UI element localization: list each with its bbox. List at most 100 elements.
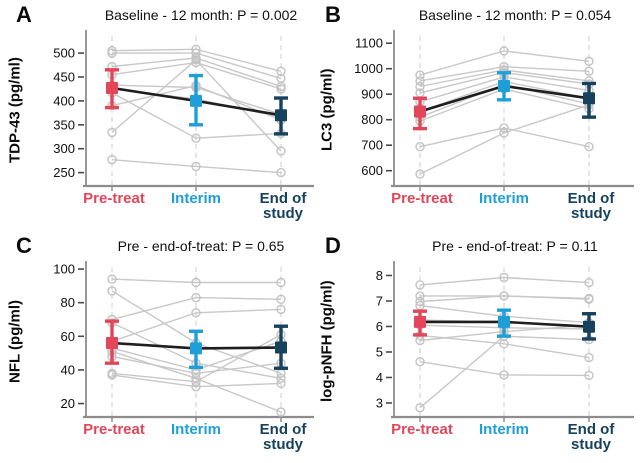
subject-line	[111, 159, 282, 174]
subject-point	[499, 123, 509, 133]
subject-point	[499, 272, 509, 283]
panel-b-letter: B	[325, 2, 341, 27]
subject-point	[276, 167, 286, 178]
mean-square	[414, 105, 426, 118]
subject-point	[276, 373, 286, 384]
y-tick-label: 900	[361, 87, 383, 102]
y-tick-label: 60	[61, 329, 75, 344]
panel-b: B Baseline - 12 month: P = 0.054 LC3 (pg…	[319, 0, 640, 231]
subject-point	[107, 274, 117, 284]
subject-point	[415, 291, 425, 301]
subject-point	[499, 61, 509, 72]
subject-line	[111, 58, 282, 152]
subject-point	[107, 154, 117, 165]
y-tick-label: 8	[376, 268, 383, 283]
subject-line	[111, 374, 282, 388]
panel-d-x-label-end-of-study: End of study	[567, 421, 615, 454]
panel-a: A Baseline - 12 month: P = 0.002 TDP-43 …	[0, 0, 320, 231]
y-tick-label: 1100	[355, 36, 383, 51]
mean-markers	[105, 319, 288, 370]
subject-point	[584, 370, 594, 381]
subject-point	[191, 57, 201, 68]
panel-a-x-label-pre-treat: Pre-treat	[83, 190, 145, 207]
panel-a-x-label-interim: Interim	[170, 190, 222, 207]
subject-point	[276, 407, 286, 417]
y-tick-label: 350	[53, 117, 75, 132]
panel-d-title: Pre - end-of-treat: P = 0.11	[432, 238, 598, 254]
panel-b-title: Baseline - 12 month: P = 0.054	[418, 7, 612, 23]
y-tick-label: 5	[376, 344, 383, 359]
subject-point	[191, 292, 201, 303]
subject-line	[419, 361, 590, 377]
subject-point	[107, 370, 117, 380]
subject-point	[415, 280, 425, 290]
y-tick-label: 4	[376, 370, 383, 385]
y-tick-label: 700	[361, 138, 383, 153]
subject-point	[107, 48, 117, 58]
subject-point	[191, 161, 201, 172]
y-ticks: 250 300 350 400 450 500	[53, 46, 84, 180]
subject-line	[111, 278, 281, 284]
subject-point	[499, 370, 509, 380]
subject-point	[191, 55, 201, 65]
mean-square	[190, 342, 202, 355]
subject-point	[107, 286, 117, 296]
panel-d-plot: 3 4 5 6 7 8	[376, 261, 634, 422]
subject-point	[107, 127, 117, 138]
y-tick-label: 800	[361, 112, 383, 127]
subject-point	[276, 277, 286, 288]
subject-point	[499, 128, 509, 138]
subject-point	[415, 70, 425, 80]
y-tick-label: 20	[61, 396, 75, 411]
panel-c-title: Pre - end-of-treat: P = 0.65	[117, 238, 285, 254]
subject-point	[276, 304, 286, 315]
subject-point	[584, 141, 594, 152]
panel-c-x-label-end-of-study: End of study	[259, 421, 307, 454]
panel-b-x-label-interim: Interim	[478, 190, 530, 207]
y-tick-label: 3	[376, 395, 383, 410]
panel-a-letter: A	[16, 2, 32, 27]
y-tick-label: 300	[53, 141, 75, 156]
y-tick-label: 80	[61, 295, 75, 310]
subject-line	[419, 50, 590, 76]
subject-line	[419, 127, 590, 148]
subject-point	[584, 56, 594, 66]
mean-square	[275, 341, 287, 354]
subject-point	[415, 356, 425, 367]
panel-d-x-label-pre-treat: Pre-treat	[391, 421, 453, 438]
subject-line	[419, 104, 590, 175]
panel-c-letter: C	[16, 233, 32, 258]
mean-square	[106, 337, 118, 350]
panel-b-x-label-pre-treat: Pre-treat	[391, 190, 453, 207]
subject-point	[584, 277, 594, 288]
subject-point	[191, 277, 201, 288]
mean-square	[190, 94, 202, 107]
subject-point	[415, 76, 425, 86]
subject-point	[191, 48, 201, 58]
mean-square	[583, 92, 595, 105]
mean-square	[498, 315, 510, 328]
y-tick-label: 500	[53, 46, 75, 61]
mean-square	[275, 109, 287, 122]
subject-point	[191, 308, 201, 318]
panel-d: D Pre - end-of-treat: P = 0.11 log-pNFH …	[319, 231, 640, 462]
subject-point	[499, 46, 509, 56]
subject-point	[276, 294, 286, 305]
y-ticks: 3 4 5 6 7 8	[376, 268, 392, 410]
mean-markers	[105, 68, 288, 136]
panel-a-plot: 250 300 350 400 450 500	[53, 30, 314, 191]
mean-markers	[413, 308, 596, 341]
subject-line	[111, 296, 282, 321]
panel-b-plot: 600 700 800 900 1000 1100	[354, 30, 634, 191]
y-ticks: 20 40 60 80 100	[53, 262, 84, 411]
subject-point	[499, 291, 509, 301]
mean-markers	[413, 71, 596, 131]
panel-c-x-label-interim: Interim	[170, 421, 222, 438]
panel-b-x-label-end-of-study: End of study	[567, 190, 615, 223]
category-guide-lines	[419, 267, 590, 416]
y-tick-label: 1000	[354, 61, 383, 76]
y-tick-label: 7	[376, 293, 383, 308]
subject-line	[419, 295, 590, 303]
y-tick-label: 40	[61, 362, 75, 377]
subject-point	[584, 294, 594, 304]
